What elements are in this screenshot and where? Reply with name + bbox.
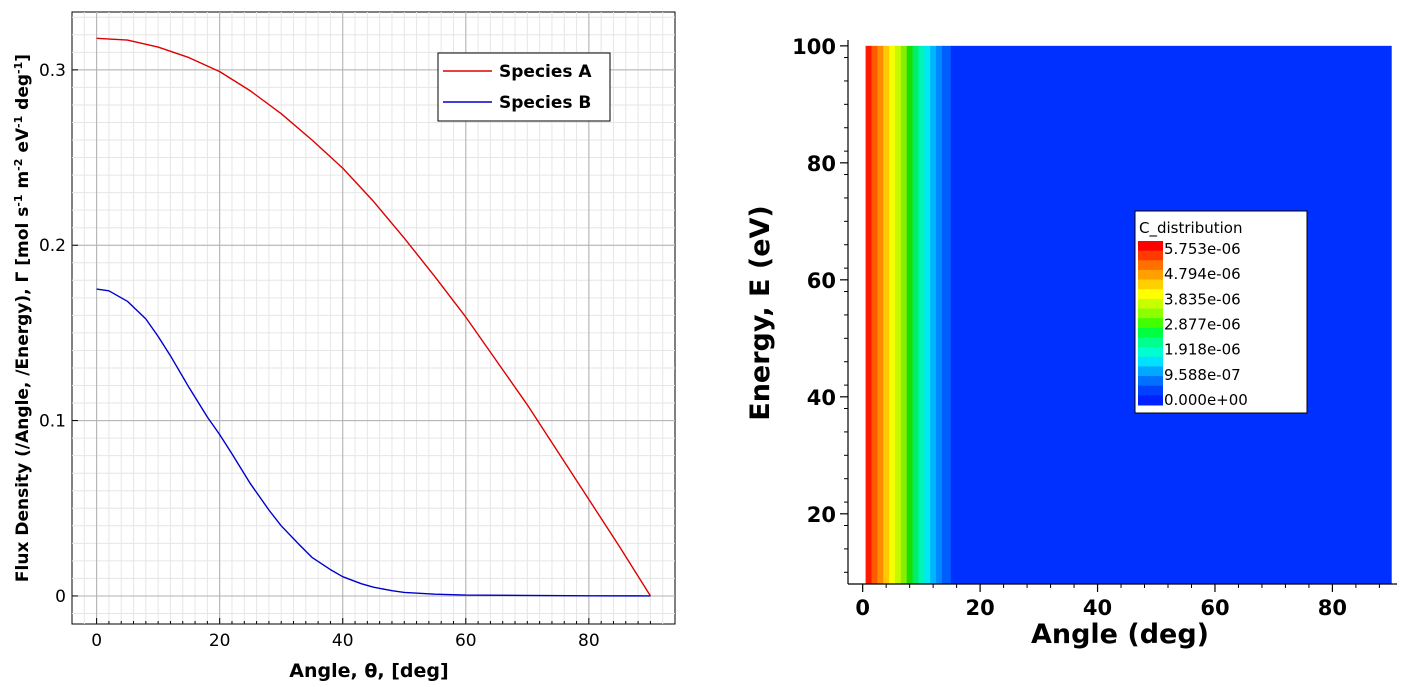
series-lines bbox=[96, 37, 651, 597]
colorbar-label: 0.000e+00 bbox=[1164, 391, 1248, 409]
heatmap-x-axis-label: Angle (deg) bbox=[1031, 619, 1209, 650]
colorbar-swatch bbox=[1138, 269, 1163, 281]
colorbar-gradient bbox=[1138, 241, 1163, 406]
y-tick-label: 0.2 bbox=[39, 236, 66, 256]
tick-labels: 0 20 40 60 80 0 0.1 0.2 0.3 bbox=[39, 61, 600, 651]
x-tick-label: 60 bbox=[455, 631, 477, 651]
heatmap-x-tick-label: 80 bbox=[1318, 596, 1347, 620]
x-axis-label: Angle, θ, [deg] bbox=[289, 660, 448, 682]
heatmap-x-tick-label: 60 bbox=[1200, 596, 1229, 620]
colorbar-swatch bbox=[1138, 327, 1163, 338]
heatmap-column bbox=[930, 45, 937, 585]
c-distribution-heatmap: 0 20 40 60 80 20 40 60 80 100 Angle (deg) Energy,… bbox=[745, 35, 1397, 650]
heatmap-column bbox=[865, 45, 873, 585]
colorbar-box bbox=[1134, 210, 1308, 414]
series-line-species-b bbox=[96, 288, 651, 597]
heatmap-y-tick-label: 20 bbox=[807, 503, 836, 527]
heatmap-column bbox=[877, 45, 884, 585]
heatmap-column bbox=[894, 45, 902, 585]
colorbar-swatch bbox=[1138, 250, 1163, 261]
colorbar-label: 2.877e-06 bbox=[1164, 316, 1241, 334]
heatmap-x-tick-label: 20 bbox=[965, 596, 994, 620]
heatmap-column bbox=[883, 45, 890, 585]
heatmap-column bbox=[912, 45, 920, 585]
heatmap-tick-labels: 0 20 40 60 80 20 40 60 80 100 bbox=[792, 35, 1347, 620]
colorbar-swatch bbox=[1138, 289, 1163, 300]
x-tick-label: 0 bbox=[91, 631, 102, 651]
colorbar-swatch bbox=[1138, 308, 1163, 319]
heatmap-column bbox=[889, 45, 896, 585]
heatmap-y-axis-label: Energy, E (eV) bbox=[745, 205, 776, 421]
y-tick-label: 0 bbox=[55, 587, 66, 607]
colorbar-labels: 5.753e-06 4.794e-06 3.835e-06 2.877e-06 1.91… bbox=[1164, 240, 1248, 409]
colorbar-label: 5.753e-06 bbox=[1164, 240, 1241, 258]
colorbar-swatch bbox=[1138, 356, 1163, 367]
colorbar-swatch bbox=[1138, 298, 1163, 310]
heatmap-column bbox=[936, 45, 943, 585]
axis-ticks bbox=[72, 69, 651, 624]
colorbar-label: 9.588e-07 bbox=[1164, 366, 1241, 384]
y-axis-label: Flux Density (/Angle, /Energy), Γ [mol s… bbox=[12, 54, 34, 582]
legend-box bbox=[437, 52, 611, 122]
colorbar-swatch bbox=[1138, 385, 1163, 396]
legend-label-species-a: Species A bbox=[499, 62, 592, 82]
heatmap-column bbox=[871, 45, 878, 585]
colorbar-swatch bbox=[1138, 376, 1163, 387]
x-tick-label: 40 bbox=[332, 631, 354, 651]
colorbar-title: C_distribution bbox=[1139, 219, 1242, 238]
heatmap-column bbox=[900, 45, 908, 585]
heatmap-cells bbox=[865, 45, 1392, 585]
y-tick-label: 0.3 bbox=[39, 61, 66, 81]
heatmap-y-tick-label: 40 bbox=[807, 386, 836, 410]
legend: Species A Species B bbox=[437, 52, 611, 122]
colorbar-swatch bbox=[1138, 395, 1163, 406]
series-line-species-a bbox=[96, 37, 651, 597]
heatmap-x-tick-label: 0 bbox=[855, 596, 870, 620]
colorbar-legend: C_distribution 5.753e-06 4.794e-06 3.835e-… bbox=[1134, 210, 1308, 414]
colorbar-swatch bbox=[1138, 260, 1163, 271]
x-tick-label: 20 bbox=[209, 631, 231, 651]
heatmap-x-tick-label: 40 bbox=[1083, 596, 1112, 620]
heatmap-column bbox=[906, 45, 914, 585]
heatmap-column bbox=[918, 45, 925, 585]
heatmap-column bbox=[941, 45, 952, 585]
colorbar-swatch bbox=[1138, 279, 1163, 290]
colorbar-label: 1.918e-06 bbox=[1164, 341, 1241, 359]
x-tick-label: 80 bbox=[578, 631, 600, 651]
y-tick-label: 0.1 bbox=[39, 412, 66, 432]
colorbar-label: 3.835e-06 bbox=[1164, 290, 1241, 308]
colorbar-swatch bbox=[1138, 318, 1163, 329]
colorbar-swatch bbox=[1138, 366, 1163, 377]
colorbar-swatch bbox=[1138, 241, 1163, 252]
legend-label-species-b: Species B bbox=[499, 93, 591, 113]
heatmap-axes bbox=[840, 40, 1397, 592]
colorbar-swatch bbox=[1138, 337, 1163, 348]
heatmap-y-tick-label: 100 bbox=[792, 35, 836, 59]
colorbar-swatch bbox=[1138, 347, 1163, 358]
heatmap-y-tick-label: 80 bbox=[807, 152, 836, 176]
heatmap-column bbox=[924, 45, 931, 585]
colorbar-label: 4.794e-06 bbox=[1164, 265, 1241, 283]
heatmap-y-tick-label: 60 bbox=[807, 269, 836, 293]
